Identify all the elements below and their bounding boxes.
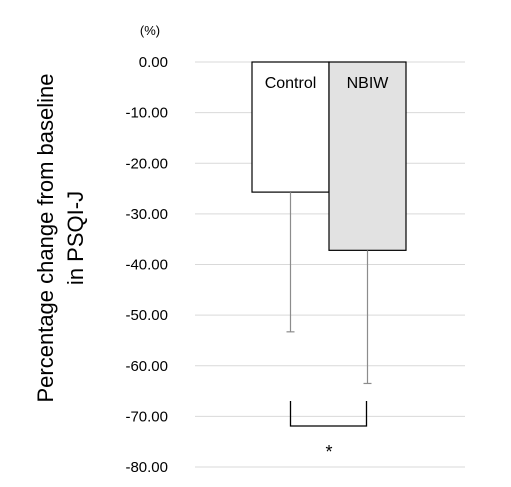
y-unit-label: (%)	[140, 23, 160, 38]
y-tick-label: -40.00	[125, 257, 168, 274]
y-tick-label: -60.00	[125, 358, 168, 375]
y-tick-label: -10.00	[125, 105, 168, 122]
significance: *	[289, 401, 368, 462]
bar-label-nbiw: NBIW	[347, 75, 390, 92]
significance-star: *	[325, 442, 332, 462]
error-bars	[286, 192, 372, 385]
y-axis-title-line1: Percentage change from baseline	[33, 74, 58, 403]
y-axis-title-line2: in PSQI-J	[63, 191, 88, 285]
y-axis-ticks: 0.00 -10.00 -20.00 -30.00 -40.00 -50.00 -60.00…	[125, 54, 168, 476]
y-tick-label: 0.00	[139, 54, 168, 71]
y-tick-label: -30.00	[125, 206, 168, 223]
y-tick-label: -70.00	[125, 408, 168, 425]
y-tick-label: -20.00	[125, 155, 168, 172]
y-tick-label: -80.00	[125, 459, 168, 476]
gridlines	[195, 61, 465, 468]
bar-label-control: Control	[265, 75, 317, 92]
y-tick-label: -50.00	[125, 307, 168, 324]
bars: Control NBIW	[251, 61, 407, 251]
significance-bracket	[289, 401, 368, 427]
